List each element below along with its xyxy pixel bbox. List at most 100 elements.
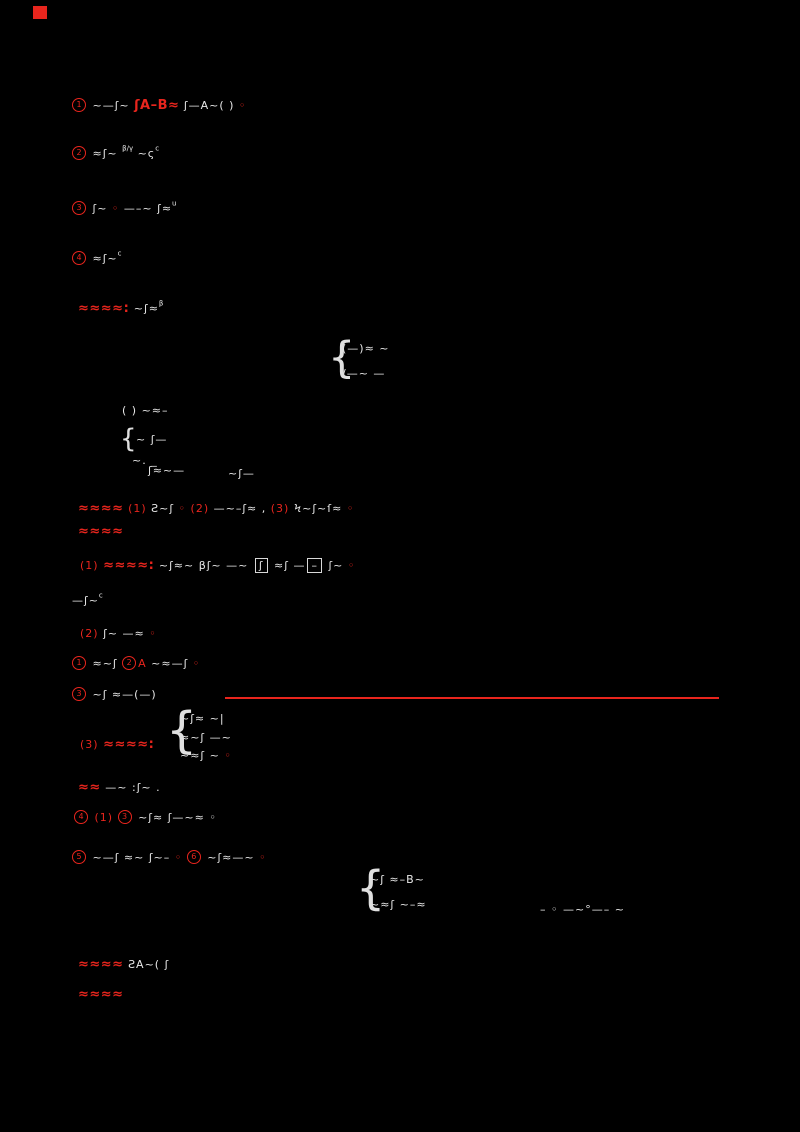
handwritten-line: 4 ≈ʃ~c <box>72 247 122 266</box>
red-period-dot: ◦ <box>254 851 267 864</box>
circled-number-marker: 1 <box>72 655 86 670</box>
handwritten-line: ( ) ~≈– <box>122 399 169 418</box>
handwritten-line: ≈≈≈≈ <box>78 520 124 539</box>
handwritten-line: ≈≈≈≈ <box>78 983 124 1002</box>
handwritten-line: ~. _ <box>132 449 158 468</box>
white-ink-text: ≈ʃ~ <box>88 252 118 265</box>
red-period-dot: ◦ <box>234 99 247 112</box>
handwritten-line: ≈≈≈≈: ~ʃ≈β <box>78 297 163 316</box>
handwritten-line: (2) ʃ~ —≈ ◦ <box>80 622 157 641</box>
white-ink-text: —~–ʃ≈ <box>213 502 258 515</box>
red-period-dot: ◦ <box>144 627 157 640</box>
white-ink-text: ʃ~ —≈ <box>103 627 145 640</box>
handwritten-line: ≈≈ —~ :ʃ~ . <box>78 776 161 795</box>
red-ink-label: ≈≈≈≈: <box>103 558 155 573</box>
white-ink-text: ~ʃ— <box>228 467 255 480</box>
red-period-dot: ◦ <box>170 851 187 864</box>
handwritten-line: 3 ʃ~ ◦ —–~ ʃ≈u <box>72 197 176 216</box>
white-ink-text: —ʃ~ <box>72 594 99 607</box>
white-ink-text: β/γ <box>122 144 134 153</box>
red-ink-label: ≈≈≈≈ <box>78 957 124 972</box>
white-ink-text: – ◦ —~°—– ~ <box>540 903 625 916</box>
white-ink-text: ƧA~( ʃ <box>123 958 170 971</box>
handwritten-line: 4 (1) 3 ~ʃ≈ ʃ—~≈ ◦ <box>74 806 217 825</box>
red-ink-label: ≈≈≈≈ <box>78 524 124 539</box>
white-ink-text: ʃ <box>254 558 268 573</box>
red-ink-text: A <box>138 657 147 670</box>
handwritten-line: (—)≈ ~ <box>342 337 390 356</box>
white-ink-text: Ƨ~ʃ <box>151 502 175 515</box>
red-period-dot: ◦ <box>107 202 124 215</box>
white-ink-text: ~. _ <box>132 454 158 467</box>
handwritten-line: ≈≈≈≈ ƧA~( ʃ <box>78 953 169 972</box>
handwritten-line: 3 ~ʃ ≈—(—) <box>72 683 157 702</box>
handwritten-line: ~ ʃ— <box>136 428 167 447</box>
handwritten-line: ≈~ʃ —~ <box>180 726 232 745</box>
handwritten-line: 2 ≈ʃ~ β/γ ~ςc <box>72 142 159 161</box>
white-ink-text: c <box>117 249 122 258</box>
red-ink-text: (1) <box>123 502 152 515</box>
handwritten-line: – ◦ —~°—– ~ <box>540 898 625 917</box>
red-ink-label: ≈≈≈≈: <box>78 301 130 316</box>
circled-number-marker: 2 <box>72 145 86 160</box>
white-ink-text: —~ :ʃ~ <box>100 781 152 794</box>
handwritten-line: ≈≈≈≈ (1) Ƨ~ʃ ◦ (2) —~–ʃ≈ , (3) Ϟ~ʃ~ſ≈ ◦ <box>78 497 354 516</box>
white-ink-text: ~≈ʃ ~–≈ <box>370 898 427 911</box>
white-ink-text: β <box>158 299 164 308</box>
white-ink-text: ʃ~ <box>323 559 344 572</box>
circled-number-marker: 3 <box>117 809 132 824</box>
white-ink-text: . <box>151 781 161 794</box>
handwritten-line: /—~ — <box>342 362 385 381</box>
white-ink-text: ʃ—A~( ) <box>179 99 235 112</box>
handwritten-line: —ʃ~c <box>72 589 103 608</box>
red-ink-label: ≈≈≈≈: <box>103 737 155 752</box>
circled-number-marker: 2 <box>122 655 137 670</box>
white-ink-text: ◦ <box>204 811 217 824</box>
handwritten-line: 5 ~—ʃ ≈~ ʃ~– ◦ 6 ~ʃ≈—~ ◦ <box>72 846 267 865</box>
white-ink-text: ~≈ʃ ~ <box>180 749 220 762</box>
white-ink-text: ~ʃ≈—~ <box>202 851 255 864</box>
white-ink-text: u <box>172 199 177 208</box>
white-ink-text: ~ʃ≈ ~| <box>180 712 225 725</box>
white-ink-text: ~ʃ ≈–B~ <box>370 873 425 886</box>
red-ink-text: (2) <box>190 502 214 515</box>
white-ink-text: ~ ʃ— <box>136 433 168 446</box>
red-period-dot: ◦ <box>342 502 355 515</box>
red-ink-text: (3) <box>270 502 294 515</box>
handwritten-line: ~ʃ≈ ~| <box>180 707 225 726</box>
white-ink-text: ~ʃ≈ ʃ—~≈ <box>133 811 205 824</box>
white-ink-text: ≈ʃ — <box>269 559 306 572</box>
white-ink-text: —–~ ʃ≈ <box>123 202 173 215</box>
circled-number-marker: 4 <box>74 809 88 824</box>
white-ink-text: ~ʃ≈ <box>129 302 159 315</box>
handwritten-line: ~ʃ— <box>228 462 255 481</box>
red-ink-label: ʃA–B≈ <box>134 98 180 113</box>
grouping-brace: { <box>356 861 386 915</box>
handwritten-line: ~≈ʃ ~–≈ <box>370 893 427 912</box>
red-ink-text: (3) <box>80 738 104 751</box>
red-underline-rule <box>225 697 719 699</box>
handwritten-line: (1) ≈≈≈≈: ~ʃ≈~ βʃ~ —~ ʃ ≈ʃ — – ʃ~ ◦ <box>80 554 355 573</box>
red-ink-label: ≈≈≈≈ <box>78 501 124 516</box>
white-ink-text: ≈ʃ~ <box>88 147 123 160</box>
white-ink-text: ~ς <box>133 147 156 160</box>
red-ink-text: (1) <box>90 811 118 824</box>
grouping-brace: { <box>120 424 137 454</box>
circled-number-marker: 1 <box>72 97 86 112</box>
handwritten-line: ~≈ʃ ~ ◦ <box>180 744 232 763</box>
circled-number-marker: 6 <box>186 849 201 864</box>
red-ink-text: (2) <box>80 627 104 640</box>
grouping-brace: { <box>328 333 356 383</box>
grouping-brace: { <box>166 702 198 759</box>
white-ink-text: ≈~ʃ <box>88 657 123 670</box>
white-ink-text: /—~ — <box>342 367 386 380</box>
red-period-dot: ◦ <box>174 502 191 515</box>
white-ink-text: ~ʃ ≈—(—) <box>88 688 157 701</box>
circled-number-marker: 3 <box>72 200 86 215</box>
red-ink-label: ≈≈ <box>78 780 101 795</box>
white-ink-text: ~—ʃ ≈~ ʃ~– <box>88 851 171 864</box>
white-ink-text: c <box>155 144 160 153</box>
white-ink-text: ~≈—ʃ <box>146 657 189 670</box>
